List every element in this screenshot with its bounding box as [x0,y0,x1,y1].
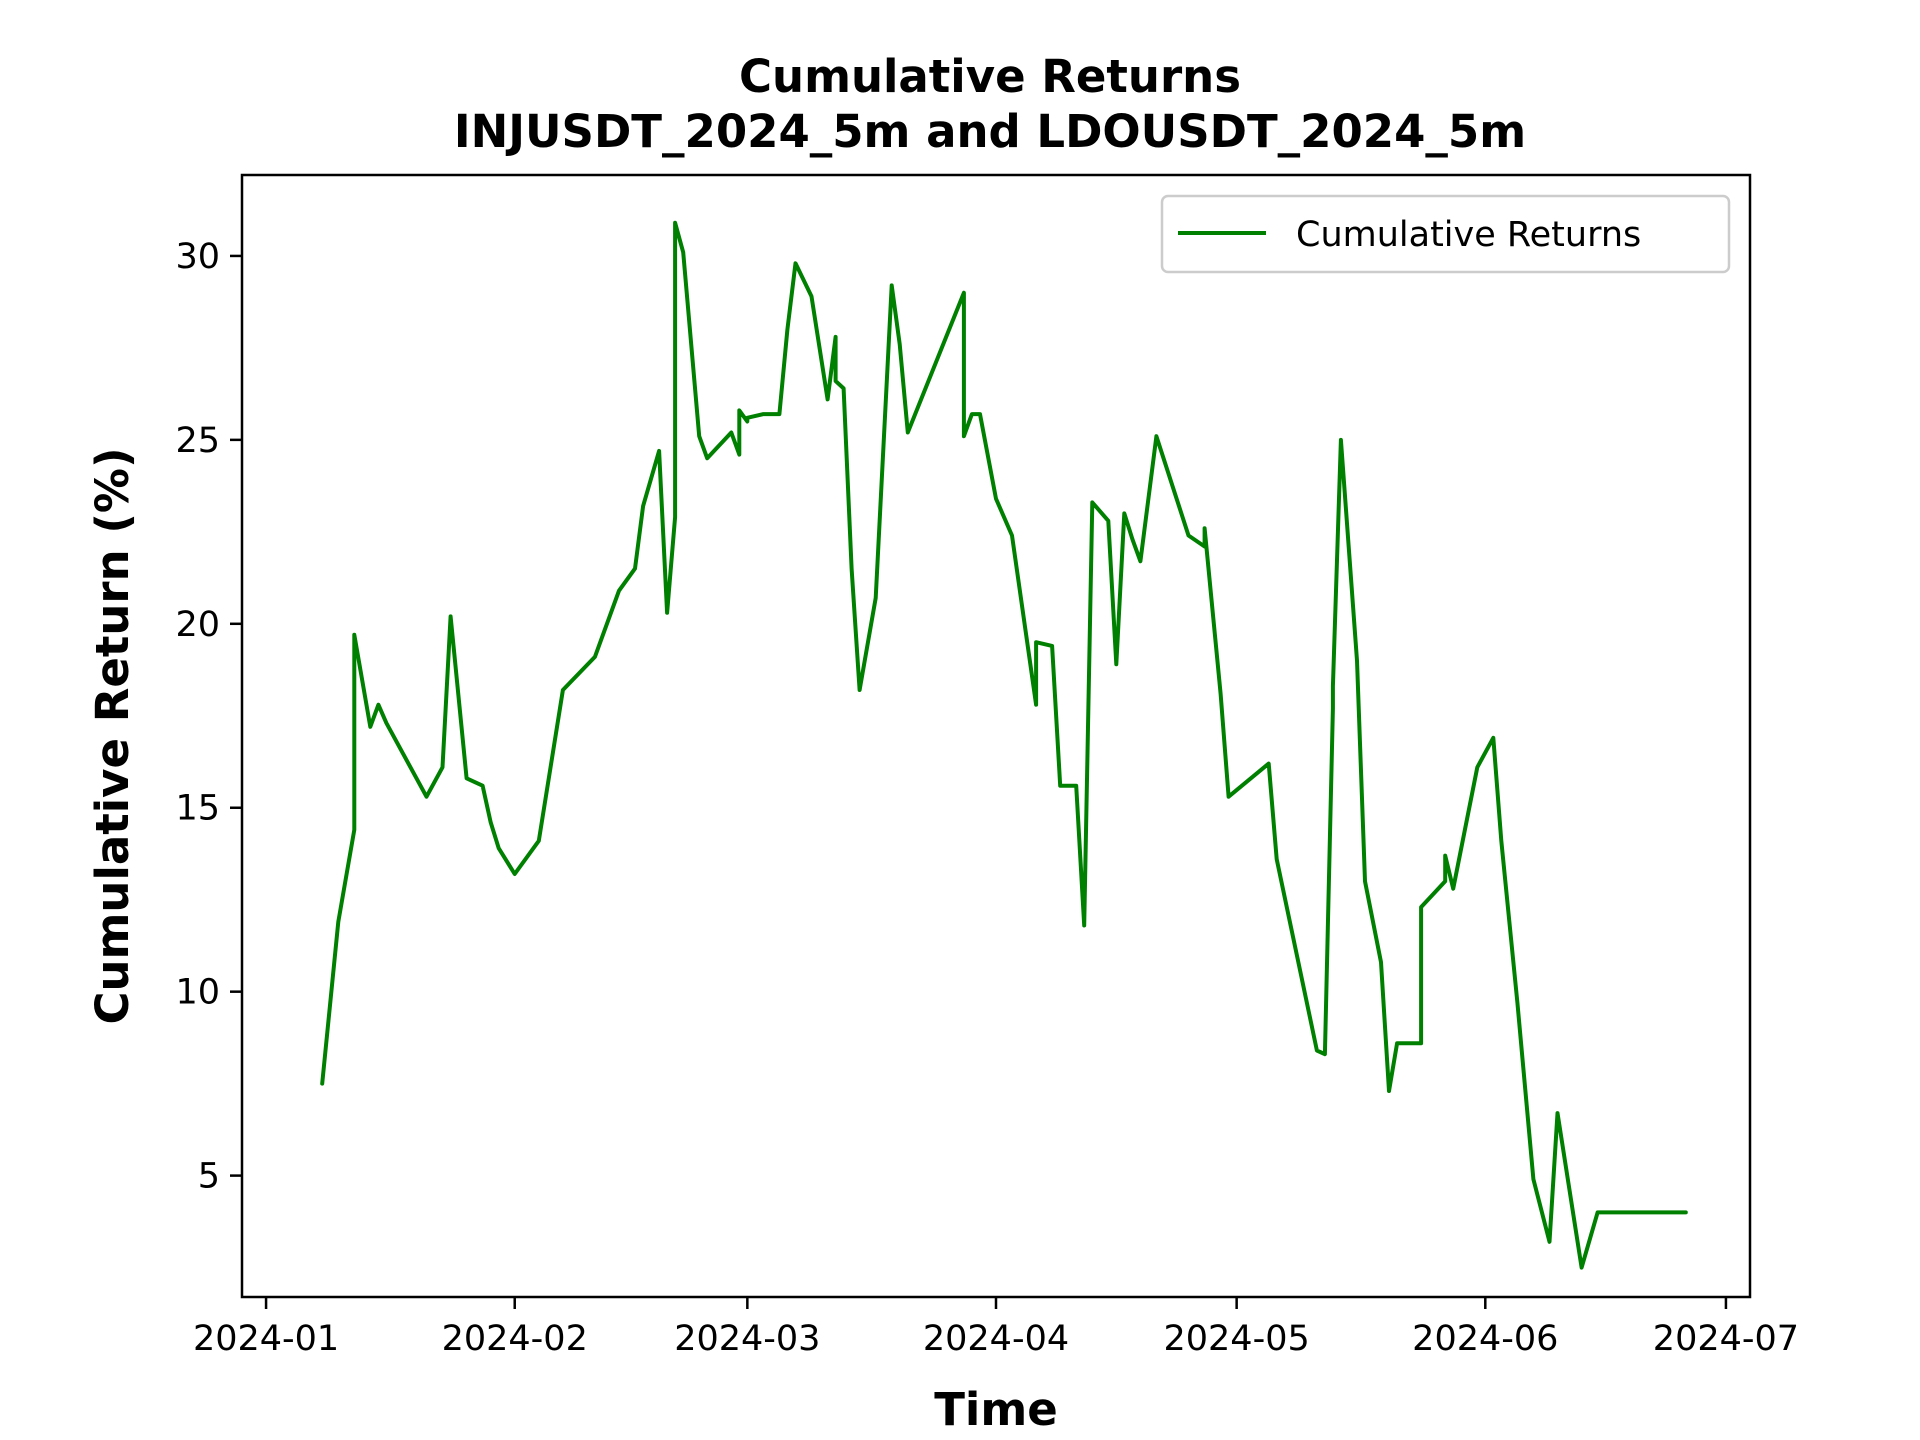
legend-label: Cumulative Returns [1296,215,1641,255]
chart-subtitle: INJUSDT_2024_5m and LDOUSDT_2024_5m [454,105,1526,158]
y-tick-label: 10 [175,973,220,1013]
x-tick-label: 2024-01 [193,1319,339,1359]
x-tick-label: 2024-07 [1653,1319,1799,1359]
y-tick-label: 25 [175,421,220,461]
legend: Cumulative Returns [1160,194,1731,274]
x-tick-label: 2024-04 [923,1319,1069,1359]
x-tick-label: 2024-05 [1164,1319,1310,1359]
y-tick-label: 5 [198,1157,220,1197]
y-tick-label: 20 [175,605,220,645]
series-line-cumulative-returns [320,220,1688,1270]
y-tick-label: 15 [175,789,220,829]
x-tick-label: 2024-06 [1412,1319,1558,1359]
legend-box [1160,194,1731,274]
x-tick-label: 2024-03 [674,1319,820,1359]
x-axis-label: Time [934,1383,1058,1436]
x-tick-label: 2024-02 [442,1319,588,1359]
y-axis: 5 10 15 20 25 30 [175,237,242,1197]
y-tick-label: 30 [175,237,220,277]
y-axis-label: Cumulative Return (%) [86,447,139,1024]
x-axis: 2024-01 2024-02 2024-03 2024-04 2024-05 2024-… [193,1297,1799,1359]
chart-title: Cumulative Returns [739,50,1241,103]
